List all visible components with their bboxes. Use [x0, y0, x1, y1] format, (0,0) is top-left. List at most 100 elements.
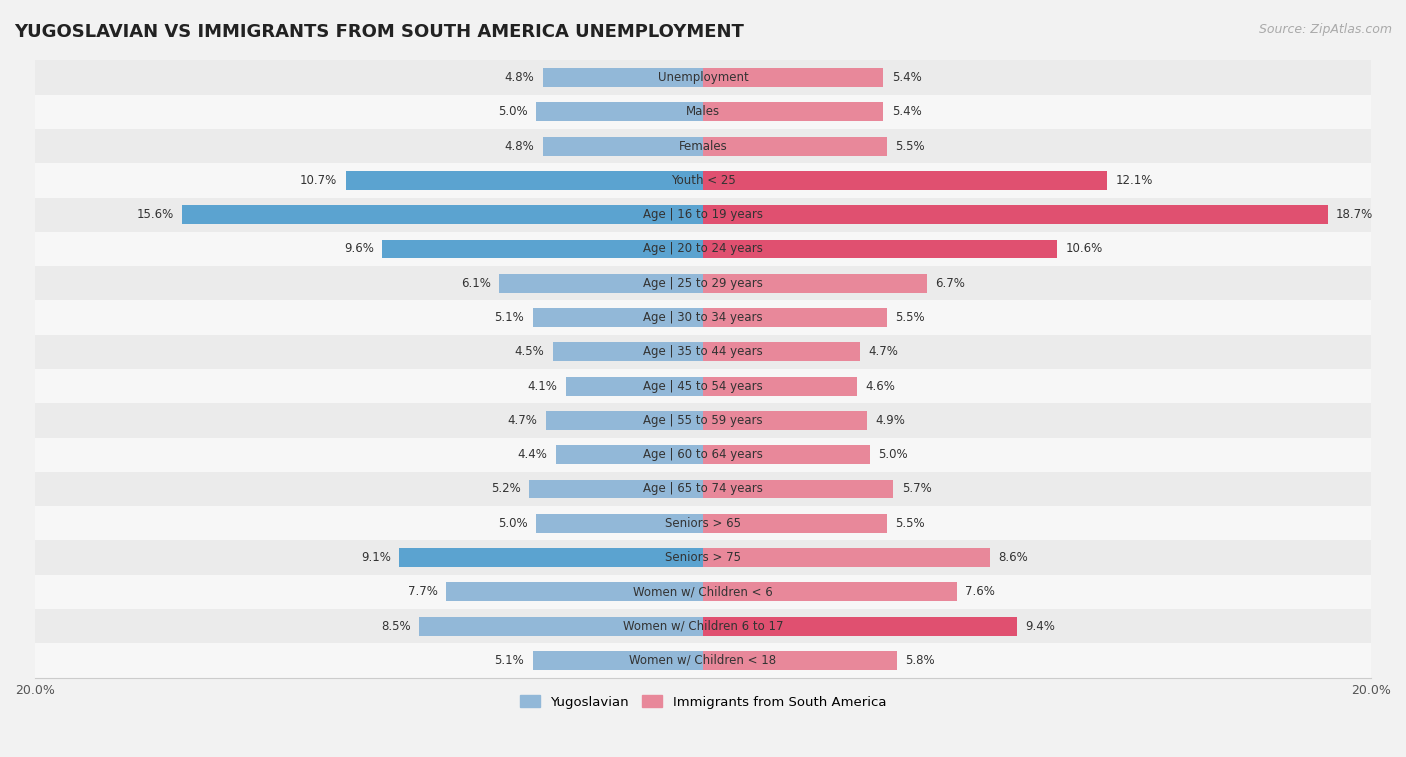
Bar [35, 403, 1371, 438]
Text: Age | 16 to 19 years: Age | 16 to 19 years [643, 208, 763, 221]
Text: Age | 55 to 59 years: Age | 55 to 59 years [643, 414, 763, 427]
Bar [536, 102, 703, 121]
Bar [35, 198, 1371, 232]
Text: 4.7%: 4.7% [508, 414, 537, 427]
Bar [35, 335, 1371, 369]
Text: Age | 30 to 34 years: Age | 30 to 34 years [643, 311, 763, 324]
Bar [35, 61, 1371, 95]
Text: 4.9%: 4.9% [875, 414, 905, 427]
Bar [703, 239, 1057, 258]
Text: Source: ZipAtlas.com: Source: ZipAtlas.com [1258, 23, 1392, 36]
Bar [543, 137, 703, 155]
Text: YUGOSLAVIAN VS IMMIGRANTS FROM SOUTH AMERICA UNEMPLOYMENT: YUGOSLAVIAN VS IMMIGRANTS FROM SOUTH AME… [14, 23, 744, 41]
Text: Youth < 25: Youth < 25 [671, 174, 735, 187]
Text: Age | 65 to 74 years: Age | 65 to 74 years [643, 482, 763, 496]
Bar [703, 171, 1107, 190]
Text: 8.6%: 8.6% [998, 551, 1028, 564]
Text: 12.1%: 12.1% [1115, 174, 1153, 187]
Bar [35, 95, 1371, 129]
Text: 5.1%: 5.1% [495, 654, 524, 667]
Bar [35, 164, 1371, 198]
Bar [419, 617, 703, 636]
Bar [703, 651, 897, 670]
Text: 18.7%: 18.7% [1336, 208, 1374, 221]
Text: 9.6%: 9.6% [344, 242, 374, 255]
Bar [546, 411, 703, 430]
Bar [703, 68, 883, 87]
Bar [35, 369, 1371, 403]
Text: 5.0%: 5.0% [498, 105, 527, 118]
Text: 9.1%: 9.1% [361, 551, 391, 564]
Bar [35, 129, 1371, 164]
Bar [35, 575, 1371, 609]
Text: Age | 20 to 24 years: Age | 20 to 24 years [643, 242, 763, 255]
Bar [529, 479, 703, 498]
Bar [399, 548, 703, 567]
Text: 15.6%: 15.6% [136, 208, 173, 221]
Bar [703, 102, 883, 121]
Bar [703, 411, 866, 430]
Text: 4.5%: 4.5% [515, 345, 544, 358]
Text: Age | 35 to 44 years: Age | 35 to 44 years [643, 345, 763, 358]
Text: Females: Females [679, 139, 727, 153]
Text: Age | 45 to 54 years: Age | 45 to 54 years [643, 379, 763, 393]
Bar [346, 171, 703, 190]
Text: 4.8%: 4.8% [505, 139, 534, 153]
Text: Unemployment: Unemployment [658, 71, 748, 84]
Text: 5.8%: 5.8% [905, 654, 935, 667]
Text: 6.1%: 6.1% [461, 277, 491, 290]
Text: Women w/ Children < 6: Women w/ Children < 6 [633, 585, 773, 598]
Bar [703, 548, 990, 567]
Text: 10.7%: 10.7% [299, 174, 337, 187]
Text: 5.2%: 5.2% [491, 482, 522, 496]
Bar [703, 445, 870, 464]
Text: Seniors > 75: Seniors > 75 [665, 551, 741, 564]
Text: 4.1%: 4.1% [527, 379, 558, 393]
Bar [555, 445, 703, 464]
Bar [703, 617, 1017, 636]
Bar [35, 506, 1371, 540]
Text: 6.7%: 6.7% [935, 277, 965, 290]
Bar [703, 582, 957, 601]
Text: 5.7%: 5.7% [901, 482, 932, 496]
Text: 5.4%: 5.4% [891, 71, 921, 84]
Text: 5.0%: 5.0% [498, 517, 527, 530]
Text: 5.1%: 5.1% [495, 311, 524, 324]
Bar [35, 540, 1371, 575]
Bar [533, 308, 703, 327]
Text: 4.7%: 4.7% [869, 345, 898, 358]
Text: 7.7%: 7.7% [408, 585, 437, 598]
Text: Age | 60 to 64 years: Age | 60 to 64 years [643, 448, 763, 461]
Bar [553, 342, 703, 361]
Text: 5.0%: 5.0% [879, 448, 908, 461]
Bar [35, 643, 1371, 678]
Bar [703, 308, 887, 327]
Bar [35, 232, 1371, 266]
Text: Males: Males [686, 105, 720, 118]
Bar [543, 68, 703, 87]
Legend: Yugoslavian, Immigrants from South America: Yugoslavian, Immigrants from South Ameri… [515, 690, 891, 714]
Bar [703, 342, 860, 361]
Text: 5.5%: 5.5% [896, 517, 925, 530]
Text: 8.5%: 8.5% [381, 619, 411, 633]
Bar [536, 514, 703, 533]
Bar [35, 266, 1371, 301]
Text: 7.6%: 7.6% [965, 585, 995, 598]
Bar [703, 137, 887, 155]
Text: Women w/ Children 6 to 17: Women w/ Children 6 to 17 [623, 619, 783, 633]
Bar [446, 582, 703, 601]
Bar [35, 609, 1371, 643]
Text: 5.4%: 5.4% [891, 105, 921, 118]
Bar [703, 377, 856, 396]
Bar [35, 438, 1371, 472]
Text: 5.5%: 5.5% [896, 139, 925, 153]
Text: 9.4%: 9.4% [1025, 619, 1056, 633]
Bar [499, 274, 703, 293]
Bar [35, 472, 1371, 506]
Text: Seniors > 65: Seniors > 65 [665, 517, 741, 530]
Text: 4.4%: 4.4% [517, 448, 548, 461]
Text: 4.8%: 4.8% [505, 71, 534, 84]
Text: Women w/ Children < 18: Women w/ Children < 18 [630, 654, 776, 667]
Text: 4.6%: 4.6% [865, 379, 894, 393]
Bar [703, 514, 887, 533]
